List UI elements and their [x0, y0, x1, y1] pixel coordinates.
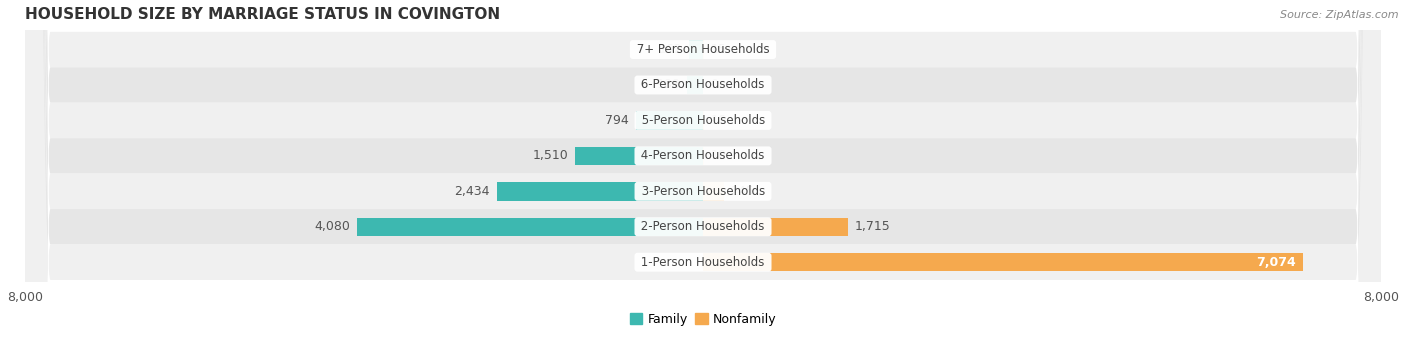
Text: 1,715: 1,715 [855, 220, 891, 233]
Text: 7+ Person Households: 7+ Person Households [633, 43, 773, 56]
Text: 6-Person Households: 6-Person Households [637, 79, 769, 91]
FancyBboxPatch shape [25, 0, 1381, 340]
Text: Source: ZipAtlas.com: Source: ZipAtlas.com [1281, 10, 1399, 20]
Text: 4,080: 4,080 [315, 220, 350, 233]
Text: 3-Person Households: 3-Person Households [637, 185, 769, 198]
Text: 245: 245 [731, 185, 754, 198]
Bar [688, 76, 703, 94]
Bar [575, 147, 703, 165]
Text: 188: 188 [657, 79, 681, 91]
Text: 2,434: 2,434 [454, 185, 489, 198]
Text: HOUSEHOLD SIZE BY MARRIAGE STATUS IN COVINGTON: HOUSEHOLD SIZE BY MARRIAGE STATUS IN COV… [25, 7, 501, 22]
FancyBboxPatch shape [25, 0, 1381, 340]
Bar [496, 182, 703, 201]
Bar [703, 218, 848, 236]
Bar [689, 40, 703, 59]
Bar [357, 218, 703, 236]
FancyBboxPatch shape [25, 0, 1381, 340]
FancyBboxPatch shape [25, 0, 1381, 340]
Text: 162: 162 [659, 43, 682, 56]
FancyBboxPatch shape [25, 0, 1381, 340]
Text: 15: 15 [711, 43, 727, 56]
FancyBboxPatch shape [25, 0, 1381, 340]
Bar [636, 111, 703, 130]
Text: 2-Person Households: 2-Person Households [637, 220, 769, 233]
Text: 0: 0 [710, 79, 718, 91]
Text: 16: 16 [711, 114, 727, 127]
Bar [703, 253, 1302, 271]
Legend: Family, Nonfamily: Family, Nonfamily [624, 308, 782, 331]
Text: 10: 10 [710, 149, 727, 163]
Bar [703, 182, 724, 201]
Text: 794: 794 [605, 114, 628, 127]
Text: 7,074: 7,074 [1256, 256, 1296, 269]
Text: 5-Person Households: 5-Person Households [637, 114, 769, 127]
Text: 1-Person Households: 1-Person Households [637, 256, 769, 269]
Text: 1,510: 1,510 [533, 149, 568, 163]
Text: 4-Person Households: 4-Person Households [637, 149, 769, 163]
FancyBboxPatch shape [25, 0, 1381, 340]
